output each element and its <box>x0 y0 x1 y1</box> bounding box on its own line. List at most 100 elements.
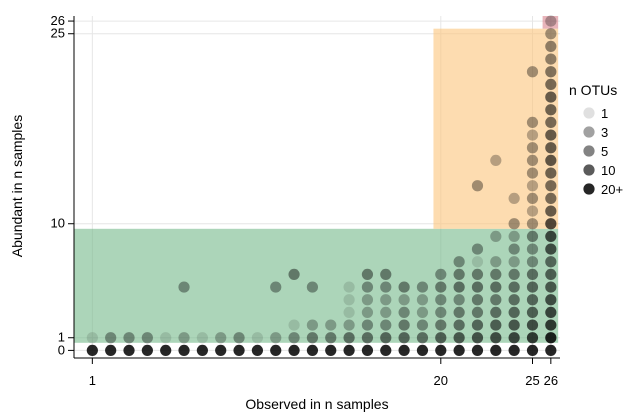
data-point <box>123 344 135 356</box>
data-point <box>233 332 245 344</box>
data-point <box>325 344 337 356</box>
data-point <box>471 256 484 268</box>
data-point <box>361 306 374 318</box>
data-point <box>215 332 227 344</box>
data-point <box>435 268 447 280</box>
data-point <box>526 116 539 128</box>
data-point <box>490 306 502 318</box>
data-point <box>545 104 557 116</box>
data-point <box>545 180 557 192</box>
data-point <box>288 332 300 344</box>
data-point <box>471 306 484 318</box>
data-point <box>453 344 465 356</box>
data-point <box>233 344 245 356</box>
data-point <box>490 319 502 331</box>
data-point <box>361 281 374 293</box>
data-point <box>545 129 557 141</box>
data-point <box>141 344 153 356</box>
data-point <box>545 218 557 230</box>
data-point <box>508 268 520 280</box>
data-point <box>361 344 374 356</box>
data-point <box>178 281 190 293</box>
data-point <box>545 78 557 90</box>
legend-title: n OTUs <box>569 82 617 98</box>
data-points <box>86 15 557 356</box>
data-point <box>526 281 539 293</box>
data-point <box>471 268 484 280</box>
data-point <box>270 332 282 344</box>
legend-label: 5 <box>601 144 608 159</box>
legend-label: 1 <box>601 106 608 121</box>
y-axis-label: Abundant in n samples <box>9 115 25 257</box>
legend-swatch <box>583 164 595 176</box>
data-point <box>453 281 465 293</box>
data-point <box>343 319 355 331</box>
data-point <box>453 319 465 331</box>
data-point <box>123 332 135 344</box>
data-point <box>416 319 429 331</box>
data-point <box>86 332 98 344</box>
data-point <box>325 319 337 331</box>
data-point <box>361 319 374 331</box>
data-point <box>490 344 502 356</box>
data-point <box>545 256 557 268</box>
data-point <box>526 129 539 141</box>
data-point <box>545 154 557 166</box>
data-point <box>526 142 539 154</box>
data-point <box>453 268 465 280</box>
data-point <box>526 319 539 331</box>
legend-swatch <box>583 183 595 195</box>
data-point <box>545 332 557 344</box>
legend-label: 20+ <box>601 182 623 197</box>
data-point <box>178 344 190 356</box>
data-point <box>545 243 557 255</box>
data-point <box>545 116 557 128</box>
data-point <box>508 344 520 356</box>
data-point <box>435 332 447 344</box>
data-point <box>490 256 502 268</box>
data-point <box>545 294 557 306</box>
data-point <box>508 281 520 293</box>
data-point <box>416 281 429 293</box>
data-point <box>508 243 520 255</box>
legend: n OTUs 1 3 5 10 20+ <box>569 82 623 197</box>
data-point <box>453 256 465 268</box>
data-point <box>471 180 484 192</box>
data-point <box>490 230 502 242</box>
legend-swatch <box>583 126 595 138</box>
data-point <box>380 344 392 356</box>
data-point <box>196 344 208 356</box>
data-point <box>398 281 410 293</box>
data-point <box>471 294 484 306</box>
data-point <box>380 306 392 318</box>
data-point <box>526 306 539 318</box>
data-point <box>325 332 337 344</box>
data-point <box>380 332 392 344</box>
data-point <box>416 344 429 356</box>
legend-swatch <box>583 145 595 157</box>
data-point <box>545 28 557 40</box>
data-point <box>526 268 539 280</box>
data-point <box>343 294 355 306</box>
data-point <box>508 218 520 230</box>
data-point <box>105 332 117 344</box>
data-point <box>380 294 392 306</box>
data-point <box>435 281 447 293</box>
data-point <box>526 332 539 344</box>
data-point <box>526 344 539 356</box>
data-point <box>545 306 557 318</box>
data-point <box>160 332 172 344</box>
x-tick-label: 26 <box>544 373 558 388</box>
data-point <box>251 344 263 356</box>
data-point <box>398 319 410 331</box>
data-point <box>251 332 263 344</box>
data-point <box>398 294 410 306</box>
data-point <box>526 243 539 255</box>
data-point <box>178 332 190 344</box>
data-point <box>526 294 539 306</box>
data-point <box>453 306 465 318</box>
data-point <box>545 15 557 27</box>
data-point <box>545 91 557 103</box>
